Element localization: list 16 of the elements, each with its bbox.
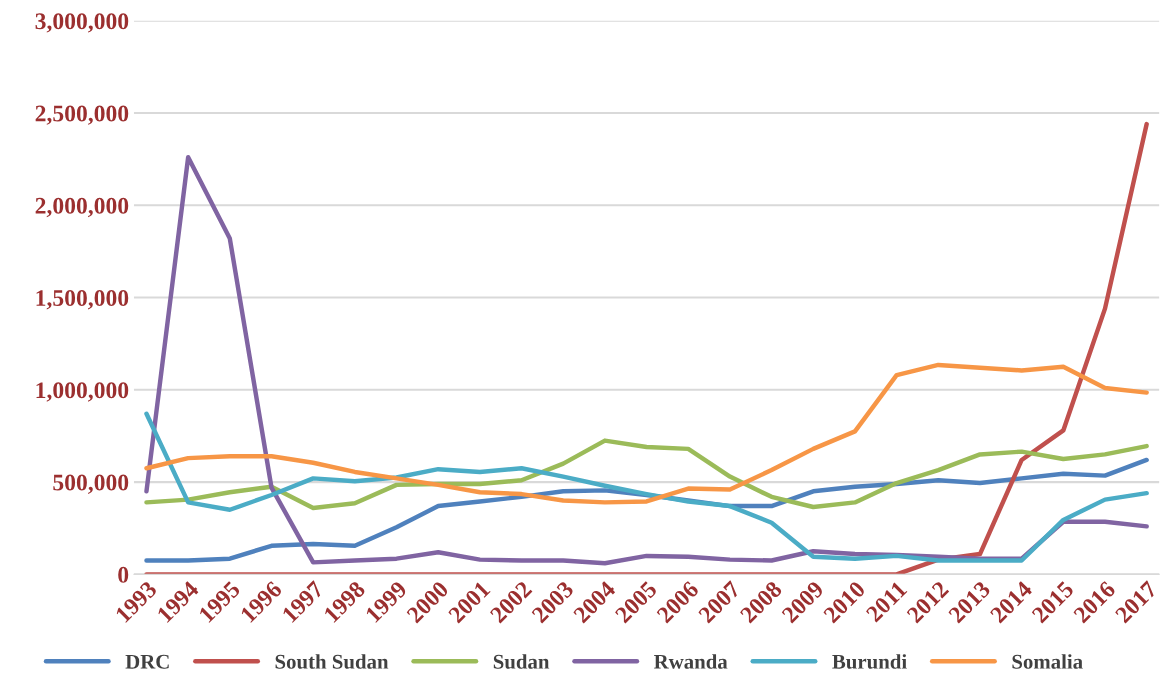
line-series [144,438,1149,511]
line-series [144,411,1149,563]
legend-label: South Sudan [275,654,389,669]
legend-label: Somalia [1012,654,1083,669]
y-tick-label: 1,000,000 [36,382,129,402]
legend-label: Rwanda [654,654,728,669]
y-tick-label: 500,000 [53,474,129,494]
y-tick-label: 0 [118,566,129,583]
legend-label: Sudan [493,654,550,669]
legend-label: Burundi [832,654,907,669]
y-tick-label: 1,500,000 [36,290,129,310]
y-tick-label: 2,000,000 [35,197,129,218]
line-series [144,362,1149,505]
legend-label: DRC [125,654,169,669]
y-tick-label: 2,500,000 [35,105,129,125]
y-tick-label: 3,000,000 [35,13,129,33]
